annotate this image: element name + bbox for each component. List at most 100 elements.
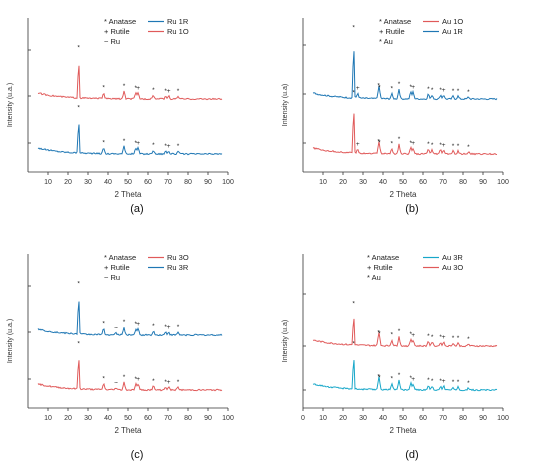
x-tick-label: 100 [222, 415, 234, 422]
peak-marker: + [442, 142, 446, 149]
peak-marker: + [356, 85, 360, 92]
y-axis-label: Intensity (u.a) [282, 320, 289, 362]
peak-marker: + [411, 140, 415, 147]
series-line-au-1o [312, 113, 498, 156]
x-tick-label: 70 [439, 415, 447, 422]
peak-marker: * [410, 140, 413, 147]
panel-caption: (c) [131, 449, 144, 461]
x-tick-label: 70 [164, 179, 172, 186]
x-tick-label: 20 [339, 415, 347, 422]
peak-marker: * [378, 374, 381, 381]
peak-marker: + [442, 334, 446, 341]
legend-label: Au 3R [442, 253, 463, 262]
peak-marker: * [378, 330, 381, 337]
x-tick-label: 30 [84, 179, 92, 186]
peak-marker: * [77, 105, 80, 112]
peak-marker: * [391, 86, 394, 93]
peak-marker: * [123, 319, 126, 326]
legend-label: Ru 1O [167, 27, 189, 36]
x-tick-label: 70 [164, 415, 172, 422]
peak-marker: * [135, 376, 138, 383]
peak-marker: * [391, 141, 394, 148]
peak-marker: * [427, 333, 430, 340]
x-tick-label: 100 [222, 179, 234, 186]
x-axis-label: 2 Theta [390, 190, 418, 199]
x-tick-label: 30 [359, 179, 367, 186]
peak-marker: + [442, 378, 446, 385]
peak-marker: * [467, 336, 470, 343]
peak-marker: + [167, 379, 171, 386]
x-tick-label: 30 [359, 415, 367, 422]
series-line-ru-3r [37, 301, 223, 337]
legend-label: Ru 3O [167, 253, 189, 262]
peak-marker: * [177, 143, 180, 150]
peak-marker: * [102, 320, 105, 327]
legend-symbol: * Anatase [104, 17, 136, 26]
series-line-ru-3o [37, 360, 223, 392]
x-tick-label: 60 [144, 415, 152, 422]
peak-marker: * [152, 323, 155, 330]
legend-symbol: * Anatase [379, 17, 411, 26]
legend-symbol: + Rutile [367, 263, 393, 272]
peak-marker: * [431, 334, 434, 341]
peak-marker: * [427, 141, 430, 148]
peak-marker: * [431, 87, 434, 94]
peak-marker: * [457, 335, 460, 342]
legend-symbol: * Anatase [104, 253, 136, 262]
peak-marker: * [152, 142, 155, 149]
peak-marker: * [410, 375, 413, 382]
peak-marker: * [439, 378, 442, 385]
peak-marker: + [356, 141, 360, 148]
series-line-au-3o [312, 318, 498, 348]
x-tick-label: 90 [204, 179, 212, 186]
peak-marker: * [410, 84, 413, 91]
peak-marker: + [411, 84, 415, 91]
peak-marker: * [123, 83, 126, 90]
legend-symbol: ~ Ru [104, 273, 120, 282]
peak-marker: * [457, 143, 460, 150]
peak-marker: * [102, 139, 105, 146]
x-tick-label: 80 [184, 179, 192, 186]
peak-marker: * [102, 375, 105, 382]
x-tick-label: 40 [379, 415, 387, 422]
peak-marker: * [352, 25, 355, 32]
chart-panel-2: 10 20 30 40 50 60 70 80 90 100 2 Theta Intensity (u… [282, 17, 509, 215]
peak-marker: + [136, 85, 140, 92]
legend-symbol: * Anatase [367, 253, 399, 262]
peak-marker: * [457, 88, 460, 95]
peak-marker: * [135, 85, 138, 92]
x-tick-label: 80 [184, 415, 192, 422]
peak-marker: * [452, 88, 455, 95]
peak-marker: * [467, 144, 470, 151]
peak-marker: * [457, 379, 460, 386]
peak-marker: * [410, 331, 413, 338]
peak-marker: * [377, 329, 380, 336]
peak-marker: * [135, 321, 138, 328]
x-tick-label: 80 [459, 415, 467, 422]
y-axis-label: Intensity (u.a.) [7, 83, 14, 127]
peak-marker: * [431, 142, 434, 149]
chart-panel-4: 0 10 20 30 40 50 60 70 80 90 100 2 Theta Intensity (… [282, 253, 509, 461]
series-line-ru-1o [37, 65, 223, 101]
peak-marker: * [123, 374, 126, 381]
x-tick-label: 10 [319, 179, 327, 186]
peak-marker: + [167, 324, 171, 331]
legend-label: Au 3O [442, 263, 463, 272]
x-tick-label: 60 [419, 415, 427, 422]
peak-marker: * [398, 136, 401, 143]
peak-marker: * [164, 143, 167, 150]
legend-label: Au 1R [442, 27, 463, 36]
peak-marker: * [377, 138, 380, 145]
peak-marker: + [411, 332, 415, 339]
series-line-ru-1r [37, 124, 223, 156]
peak-marker: + [136, 140, 140, 147]
peak-marker: * [378, 84, 381, 91]
y-axis-label: Intensity (u.a.) [7, 319, 14, 363]
peak-marker: * [439, 334, 442, 341]
peak-marker: * [452, 335, 455, 342]
x-tick-label: 50 [124, 179, 132, 186]
peak-marker: * [452, 379, 455, 386]
peak-marker: + [136, 376, 140, 383]
peak-marker: * [398, 372, 401, 379]
